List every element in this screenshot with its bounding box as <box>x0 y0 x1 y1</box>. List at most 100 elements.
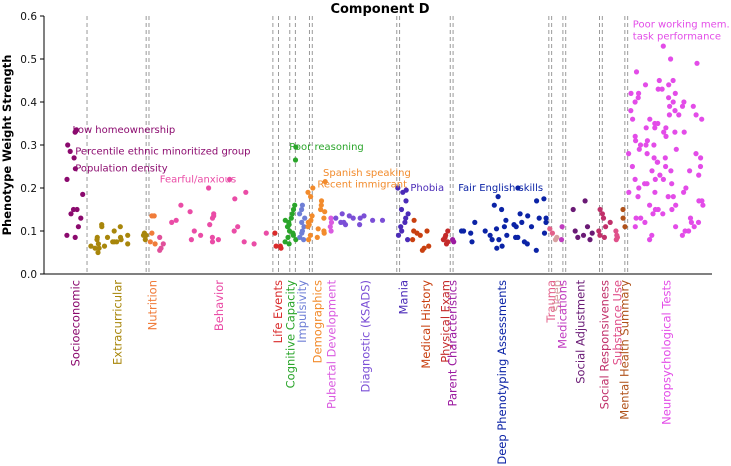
data-point <box>693 151 699 157</box>
data-point <box>399 228 405 234</box>
data-point <box>350 215 356 221</box>
data-point <box>426 243 432 249</box>
data-point <box>596 228 602 234</box>
data-point <box>649 232 655 238</box>
category-label: Socioeconomic <box>68 280 82 366</box>
data-point <box>687 168 693 174</box>
data-point <box>211 211 217 217</box>
data-point <box>273 243 279 249</box>
data-point <box>597 206 603 213</box>
data-point <box>489 237 495 243</box>
category-label: Extracurricular <box>111 280 125 365</box>
data-point <box>207 222 213 228</box>
data-point <box>338 219 344 225</box>
data-point <box>666 112 673 118</box>
data-point <box>357 222 363 228</box>
data-point <box>231 228 237 234</box>
data-point <box>636 146 642 152</box>
data-point <box>695 219 702 225</box>
data-point <box>496 237 502 243</box>
data-point <box>403 215 409 221</box>
data-point <box>534 198 540 204</box>
data-point <box>290 232 296 238</box>
data-point <box>111 239 117 245</box>
category-label: Physical Exam <box>439 280 453 363</box>
data-point <box>398 224 404 230</box>
data-point <box>541 230 548 236</box>
data-point <box>95 249 101 256</box>
chart-title: Component D <box>330 2 429 17</box>
data-point <box>215 237 221 243</box>
data-point <box>147 239 153 245</box>
data-point <box>398 206 405 213</box>
data-point <box>668 168 674 174</box>
data-point <box>628 90 634 96</box>
data-point <box>633 138 639 144</box>
data-point <box>597 232 603 238</box>
data-point <box>149 230 155 236</box>
data-point <box>342 222 349 228</box>
data-point <box>482 228 488 234</box>
data-point <box>117 224 123 230</box>
data-point <box>292 157 299 163</box>
data-point <box>661 129 667 135</box>
category-label: Social Adjustment <box>574 280 588 384</box>
data-point <box>663 125 669 131</box>
data-point <box>405 211 411 217</box>
data-point <box>559 224 565 230</box>
data-point <box>549 230 556 236</box>
data-point <box>301 237 307 243</box>
data-point <box>694 60 700 66</box>
category-label: Cognitive Capacity <box>284 280 298 389</box>
data-point <box>660 211 666 217</box>
data-point <box>676 112 682 118</box>
point-annotation: Spanish speaking <box>323 168 411 179</box>
data-point <box>613 237 619 243</box>
data-point <box>654 159 660 165</box>
data-point <box>672 108 678 114</box>
data-point <box>681 129 687 135</box>
data-point <box>543 219 549 225</box>
data-point <box>700 202 706 208</box>
data-point <box>558 237 565 243</box>
data-point <box>403 198 409 204</box>
data-point <box>629 163 636 170</box>
data-point <box>575 234 581 240</box>
data-point <box>584 224 591 230</box>
data-point <box>152 241 158 247</box>
data-point <box>495 194 501 200</box>
data-point <box>72 166 78 172</box>
data-point <box>327 224 333 230</box>
data-point <box>501 224 507 230</box>
data-point <box>292 202 298 208</box>
data-point <box>209 215 216 221</box>
data-point <box>647 116 653 122</box>
data-point <box>305 189 311 195</box>
data-point <box>293 237 299 243</box>
data-point <box>644 181 650 187</box>
data-point <box>688 219 695 225</box>
data-point <box>285 234 291 240</box>
data-point <box>198 232 204 238</box>
data-point <box>187 209 193 215</box>
data-point <box>395 232 402 238</box>
data-point <box>528 224 535 230</box>
data-point <box>321 230 327 236</box>
data-point <box>650 211 656 217</box>
data-point <box>80 191 86 197</box>
point-annotation: Recent immigrant <box>317 180 407 191</box>
data-point <box>328 215 334 221</box>
data-point <box>652 189 658 195</box>
data-point <box>299 219 305 225</box>
data-point <box>173 217 179 223</box>
data-point <box>178 202 184 208</box>
point-annotation: Percentile ethnic minoritized group <box>75 146 250 157</box>
data-point <box>696 172 702 178</box>
data-point <box>297 211 303 217</box>
data-point <box>301 224 307 230</box>
data-point <box>673 224 679 230</box>
data-point <box>620 206 626 213</box>
data-point <box>65 142 71 148</box>
data-point <box>417 232 423 238</box>
data-point <box>263 230 269 236</box>
